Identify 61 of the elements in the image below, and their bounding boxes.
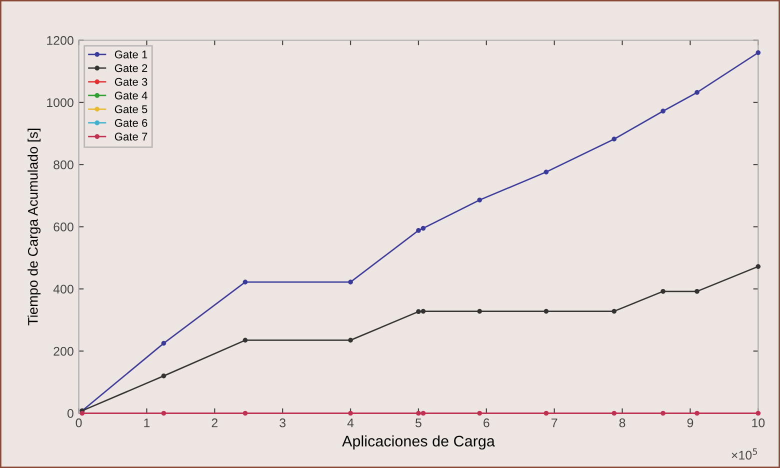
y-tick-label: 1000 bbox=[47, 98, 74, 108]
point bbox=[416, 410, 421, 416]
point bbox=[756, 264, 761, 269]
x-tick-label: 5 bbox=[415, 418, 422, 428]
point bbox=[544, 308, 549, 314]
point bbox=[660, 410, 666, 416]
point bbox=[612, 136, 617, 142]
point bbox=[756, 50, 761, 56]
point bbox=[694, 410, 700, 416]
x-tick-label: 0 bbox=[76, 418, 82, 428]
x-tick-label: 1 bbox=[144, 418, 150, 428]
y-tick-label: 1200 bbox=[47, 36, 74, 45]
y-tick-label: 200 bbox=[54, 346, 74, 356]
y-tick-label: 600 bbox=[54, 222, 74, 232]
point bbox=[420, 410, 426, 416]
point bbox=[242, 410, 248, 416]
point bbox=[544, 170, 549, 174]
point bbox=[612, 410, 617, 416]
point bbox=[242, 338, 248, 343]
x-tick-label: 8 bbox=[619, 418, 626, 428]
y-tick-label: 400 bbox=[53, 284, 74, 294]
x-tick-label: 2 bbox=[212, 418, 218, 428]
point bbox=[477, 198, 482, 202]
legend-label: Gate 4 bbox=[114, 92, 148, 100]
point bbox=[420, 226, 426, 231]
legend-label: Gate 5 bbox=[114, 105, 148, 114]
point bbox=[161, 374, 166, 378]
legend-label: Gate 1 bbox=[114, 50, 148, 58]
legend-label: Gate 7 bbox=[114, 132, 148, 141]
point bbox=[544, 410, 549, 416]
x-tick-label: 4 bbox=[347, 418, 354, 428]
y-tick-label: 800 bbox=[54, 160, 74, 170]
legend-label: Gate 2 bbox=[114, 64, 148, 72]
x-tick-label: 6 bbox=[484, 418, 490, 428]
point bbox=[694, 90, 700, 95]
point bbox=[660, 288, 666, 294]
point bbox=[420, 308, 426, 314]
point bbox=[694, 288, 700, 294]
point bbox=[348, 410, 353, 416]
x-tick-label: 9 bbox=[687, 418, 694, 428]
x-tick-label: 10 bbox=[752, 418, 765, 428]
point bbox=[416, 228, 421, 233]
point bbox=[756, 410, 761, 416]
point bbox=[348, 280, 353, 285]
point bbox=[612, 308, 617, 314]
point bbox=[477, 410, 482, 416]
point bbox=[416, 309, 421, 314]
point bbox=[161, 410, 166, 416]
x-tick-label: 3 bbox=[280, 418, 286, 428]
text: ×10$^{5}$ bbox=[732, 448, 758, 460]
point bbox=[660, 108, 666, 114]
point bbox=[242, 280, 248, 285]
point bbox=[477, 308, 482, 314]
x-axis-title: Aplicaciones de Carga bbox=[342, 435, 495, 450]
legend-label: Gate 6 bbox=[114, 118, 148, 127]
point bbox=[161, 340, 166, 346]
point bbox=[348, 338, 353, 343]
y-axis-title: Tiempo de Carga Acumulado [s] bbox=[28, 128, 41, 326]
legend-label: Gate 3 bbox=[114, 78, 148, 86]
y-tick-label: 0 bbox=[67, 409, 74, 418]
x-tick-label: 7 bbox=[552, 418, 558, 428]
